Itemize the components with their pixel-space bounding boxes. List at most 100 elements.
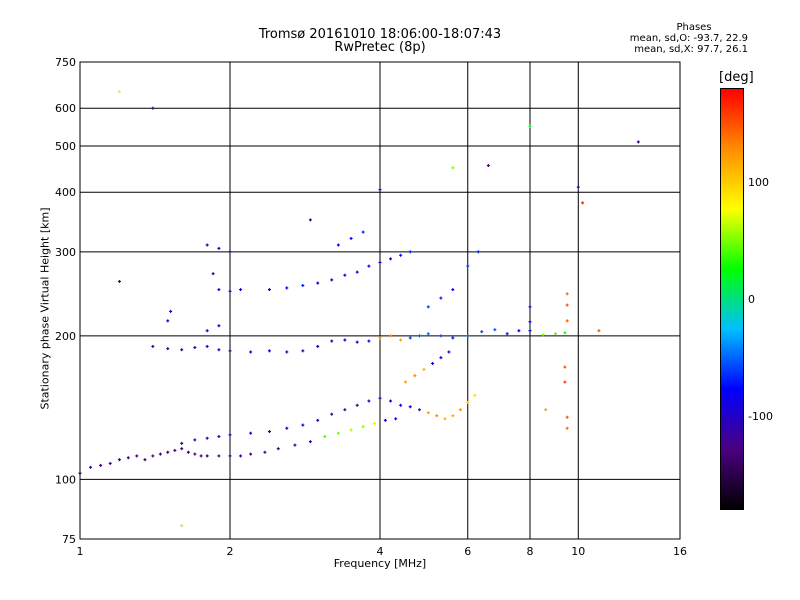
data-point [367,399,371,403]
data-point [636,140,640,144]
data-point [443,417,447,421]
data-point [349,428,353,432]
data-point [263,450,267,454]
plot-frame [79,61,681,540]
data-point [205,329,209,333]
data-point [239,454,243,458]
phase-stats-x: mean, sd,X: 97.7, 26.1 [634,44,748,55]
data-point [193,452,197,456]
data-point [565,292,569,296]
chart-title: Tromsø 20161010 18:06:00-18:07:43 [258,27,502,42]
data-point [451,414,455,418]
data-point [389,334,393,338]
data-point [193,438,197,442]
data-point [285,286,289,290]
data-point [378,396,382,400]
phase-colorbar [720,88,744,510]
data-point [581,201,585,205]
data-point [528,305,532,309]
data-point [285,426,289,430]
data-point [544,408,548,412]
data-point [228,433,232,437]
data-point [367,339,371,343]
data-point [180,348,184,352]
data-point [267,349,271,353]
data-point [217,348,221,352]
data-point [343,273,347,277]
data-point [403,380,407,384]
data-point [399,338,403,342]
data-point [435,414,439,418]
data-point [466,334,470,338]
data-point [316,344,320,348]
data-point [466,400,470,404]
data-point [151,106,155,110]
data-point [355,403,359,407]
chart-subtitle: RwPretec (8p) [334,40,426,55]
data-point [228,250,232,254]
colorbar-tick-label: 100 [748,176,769,189]
data-point [528,320,532,324]
data-point [316,281,320,285]
data-point [378,188,382,192]
data-point [217,288,221,292]
data-point [355,340,359,344]
data-point [517,329,521,333]
data-point [193,346,197,350]
axis-ticks: 1 2 4 6 8 10 16 75 100 200 300 400 500 600 750 [55,56,687,558]
data-point [301,283,305,287]
data-point [330,412,334,416]
data-point [417,334,421,338]
grid-lines [80,62,680,539]
y-tick-label: 600 [55,102,76,115]
data-point [316,418,320,422]
colorbar-tick-label: -100 [748,410,773,423]
data-point [323,435,327,439]
data-point [301,423,305,427]
data-point [330,278,334,282]
data-point [173,448,177,452]
data-point [361,230,365,234]
data-point [597,329,601,333]
data-point [343,408,347,412]
phase-stats-title: Phases [676,22,712,33]
data-point [426,411,430,415]
data-point [308,440,312,444]
data-point [408,250,412,254]
data-point [394,417,398,421]
data-point [336,243,340,247]
data-point [99,463,103,467]
data-point [413,374,417,378]
data-point [249,350,253,354]
data-point [228,349,232,353]
data-point [439,334,443,338]
data-point [408,405,412,409]
data-point [267,430,271,434]
data-point [343,338,347,342]
data-point [180,447,184,451]
x-tick-label: 16 [673,545,687,558]
data-point [373,421,377,425]
data-point [217,324,221,328]
data-point [205,344,209,348]
data-point [180,441,184,445]
data-point [476,250,480,254]
data-point [228,289,232,293]
data-point [417,408,421,412]
data-point [505,332,509,336]
data-point [355,270,359,274]
y-axis-label: Stationary phase Virtual Height [km] [38,207,52,410]
x-tick-label: 6 [464,545,471,558]
y-tick-label: 300 [55,246,76,259]
data-point [336,431,340,435]
data-point [301,349,305,353]
data-point [117,90,121,94]
data-point [135,454,139,458]
x-tick-label: 4 [377,545,384,558]
data-point [117,279,121,283]
data-point [166,450,170,454]
data-point [166,319,170,323]
data-point [361,425,365,429]
y-tick-label: 750 [55,56,76,69]
